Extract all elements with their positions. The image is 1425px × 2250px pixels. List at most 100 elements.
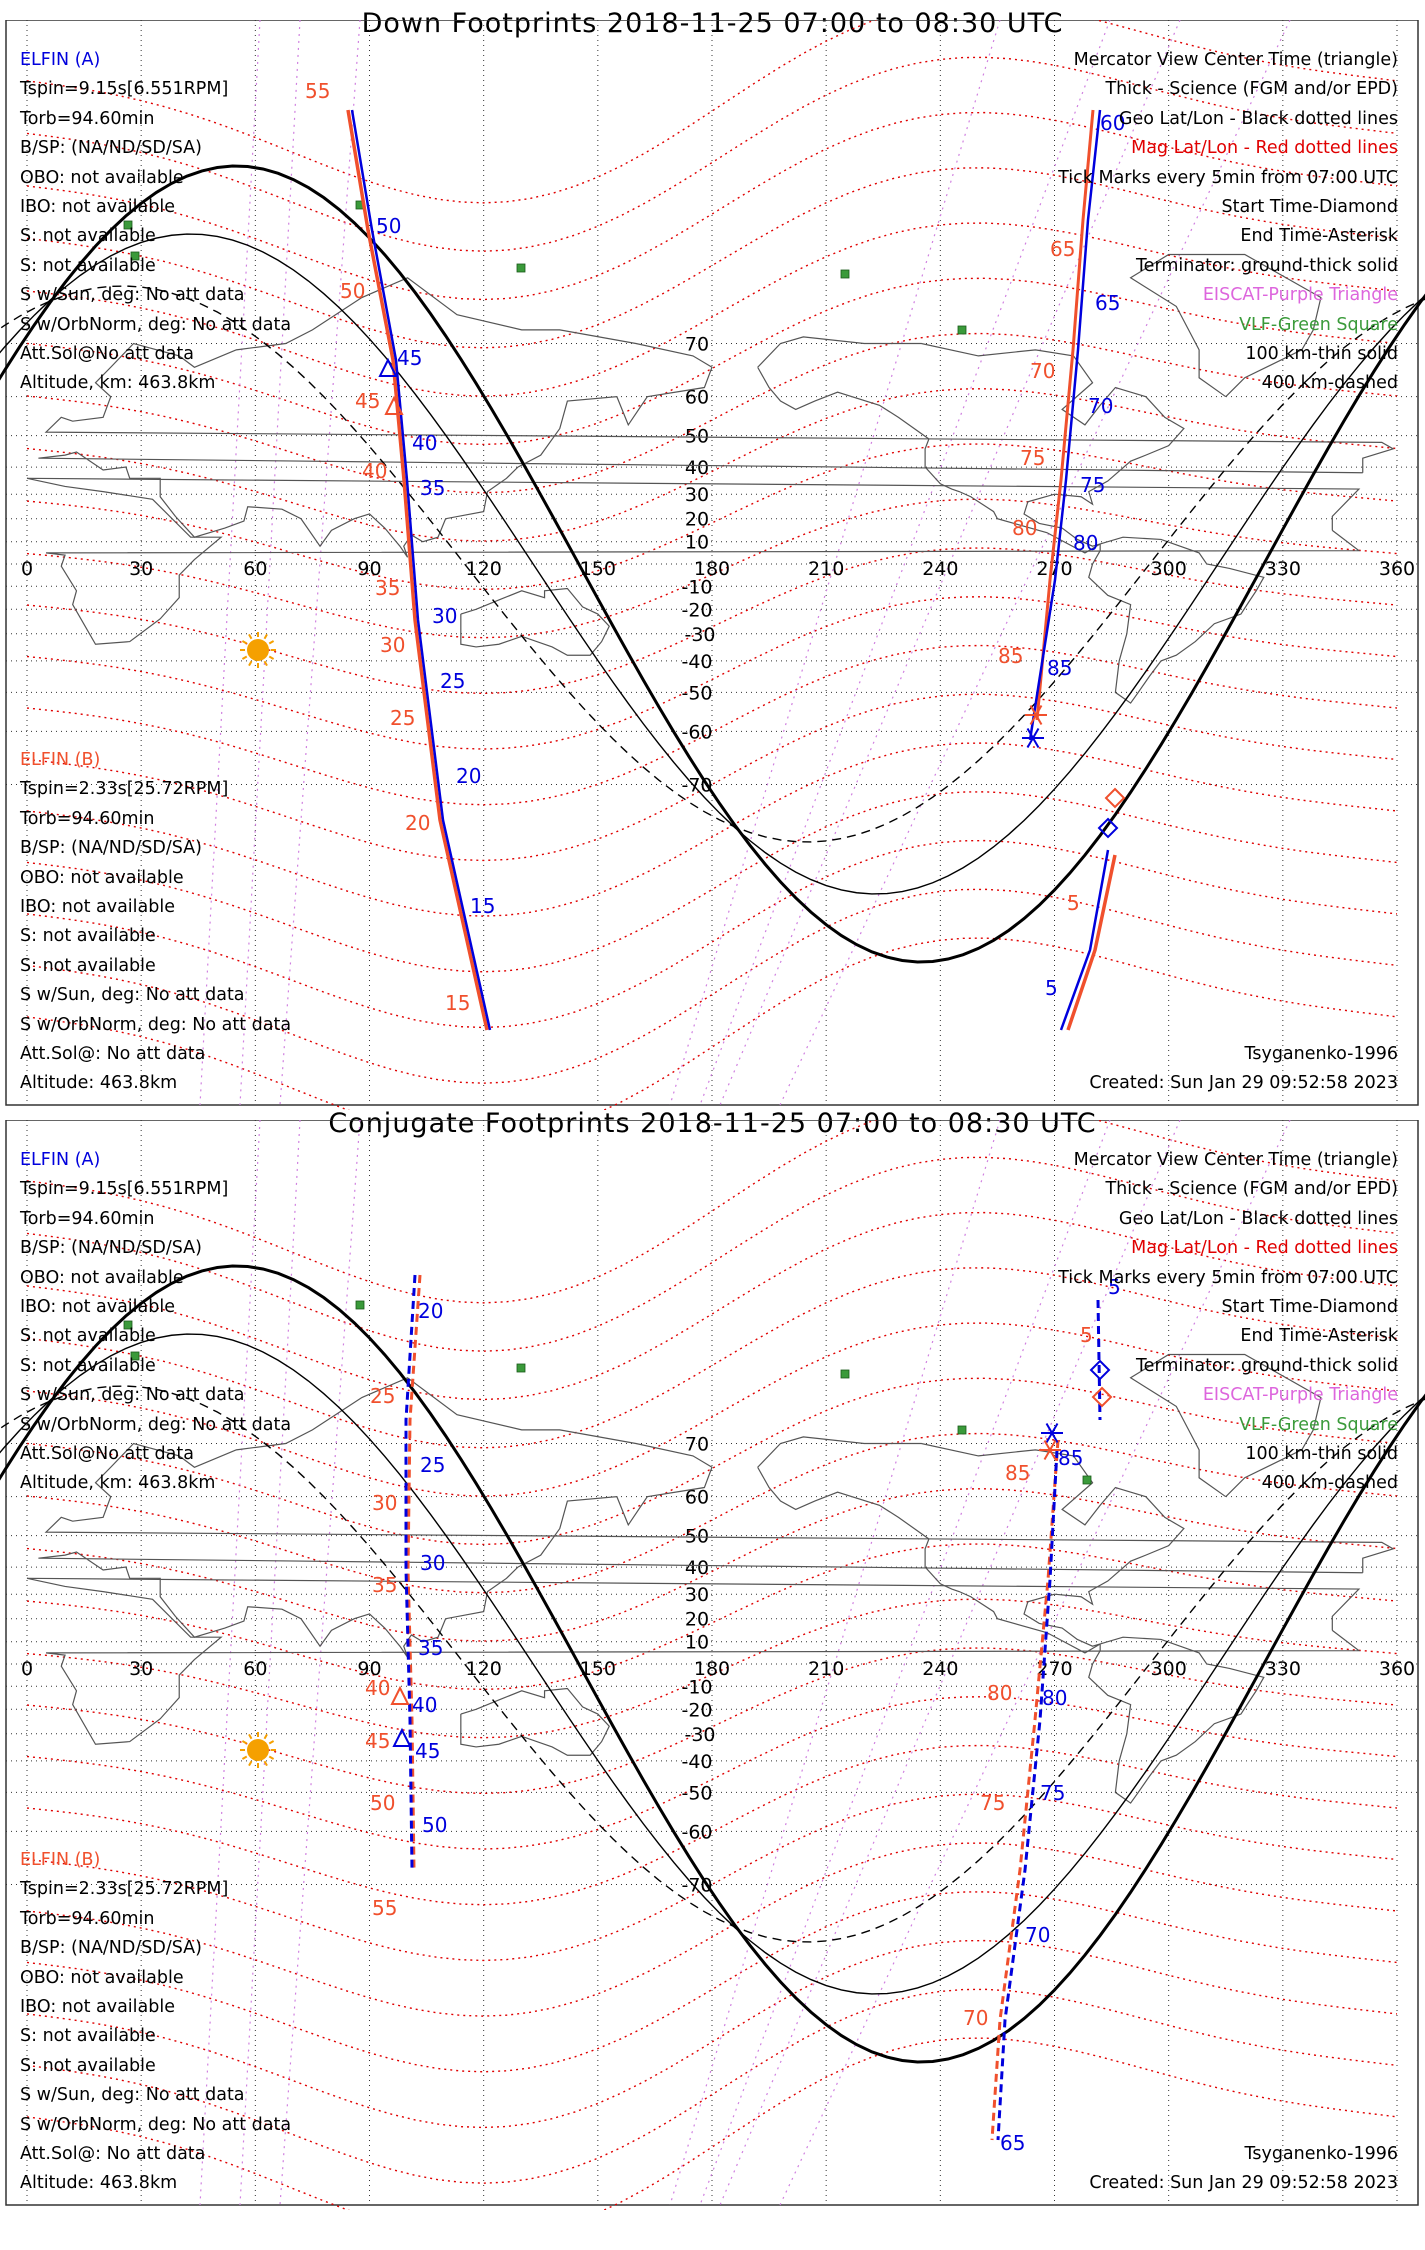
elfin-b-name: ELFIN (B) xyxy=(20,1850,101,1870)
mag-latitude-line xyxy=(26,1211,1398,1401)
elfin-a-tick-label: 50 xyxy=(376,214,401,238)
lon-label: 180 xyxy=(694,1658,730,1680)
info-line: OBO: not available xyxy=(20,167,184,188)
elfin-b-tick-label: 80 xyxy=(987,1681,1012,1705)
elfin-a-track xyxy=(404,1274,417,1871)
lat-label: 70 xyxy=(685,1434,709,1456)
elfin-b-tick-label: 55 xyxy=(372,1896,397,1920)
elfin-a-tick-label: 25 xyxy=(420,1453,445,1477)
info-line: Att.Sol@No att data xyxy=(20,343,194,364)
vlf-station-icon xyxy=(957,325,967,335)
elfin-a-tick-label: 20 xyxy=(456,764,481,788)
info-line: OBO: not available xyxy=(20,1267,184,1288)
mag-latitude-line xyxy=(26,1696,1398,1850)
info-line: Altitude: 463.8km xyxy=(20,1073,178,1094)
sun-ray xyxy=(248,633,253,640)
asterisk-stroke xyxy=(1026,727,1040,749)
lon-label: 90 xyxy=(357,1658,381,1680)
info-line: S w/OrbNorm, deg: No att data xyxy=(20,314,292,335)
footer: Tsyganenko-1996 Created: Sun Jan 29 09:5… xyxy=(1089,1040,1398,1099)
elfin-b-tick-label: 35 xyxy=(372,1573,397,1597)
elfin-a-tick-label: 45 xyxy=(415,1739,440,1763)
mag-latitude-line xyxy=(26,839,1398,1029)
start-time-diamond xyxy=(1097,817,1119,839)
elfin-b-tick-label: 85 xyxy=(998,644,1023,668)
map-border xyxy=(5,1120,1419,2206)
vlf-station-icon xyxy=(130,251,140,261)
sun-icon xyxy=(247,639,269,661)
elfin-a-tick-label: 65 xyxy=(1000,2131,1025,2155)
lat-label: -10 xyxy=(681,1676,712,1698)
mag-meridian xyxy=(699,1120,1111,2206)
legend-line: EISCAT-Purple Triangle xyxy=(1202,1385,1398,1406)
elfin-a-tick-label: 65 xyxy=(1095,291,1120,315)
lat-label: -40 xyxy=(681,651,712,673)
vlf-station-icon xyxy=(957,1425,967,1435)
coastline xyxy=(1129,1353,1322,1498)
info-line: S w/OrbNorm, deg: No att data xyxy=(20,2114,292,2135)
mag-latitude-line xyxy=(26,388,1398,542)
lon-label: 330 xyxy=(1265,1658,1301,1680)
elfin-a-tick-label: 80 xyxy=(1073,531,1098,555)
elfin-b-tick-label: 75 xyxy=(980,1791,1005,1815)
vlf-station-icon xyxy=(130,1351,140,1361)
info-line: S: not available xyxy=(20,2055,156,2076)
elfin-b-tick-label: 15 xyxy=(445,991,470,1015)
footer: Tsyganenko-1996 Created: Sun Jan 29 09:5… xyxy=(1089,2140,1398,2199)
info-line: S: not available xyxy=(20,2026,156,2047)
lon-label: 30 xyxy=(129,558,153,580)
sun-ray xyxy=(268,655,275,660)
elfin-a-tick-label: 15 xyxy=(470,894,495,918)
elfin-a-info: ELFIN (A) Tspin=9.15s[6.551RPM] Torb=94.… xyxy=(20,46,291,399)
lon-label: 60 xyxy=(243,1658,267,1680)
legend-line: Mag Lat/Lon - Red dotted lines xyxy=(1131,1238,1398,1259)
view-center-triangle xyxy=(378,357,398,377)
elfin-a-tick-label: 45 xyxy=(397,346,422,370)
info-line: Att.Sol@No att data xyxy=(20,1443,194,1464)
elfin-b-tick-label: 5 xyxy=(1067,891,1080,915)
lon-label: 270 xyxy=(1036,558,1072,580)
lat-label: -60 xyxy=(681,1821,712,1843)
legend-line: Mag Lat/Lon - Red dotted lines xyxy=(1131,138,1398,159)
sun-ray xyxy=(263,1733,268,1740)
lat-label: -30 xyxy=(684,624,715,646)
coastline xyxy=(1088,1636,1265,1804)
lon-label: 180 xyxy=(694,558,730,580)
terminator-ground xyxy=(0,1264,1425,2064)
lon-label: 360 xyxy=(1379,1658,1415,1680)
elfin-b-tick-label: 5 xyxy=(1080,1323,1093,1347)
info-line: Tspin=9.15s[6.551RPM] xyxy=(20,79,229,100)
coastline xyxy=(460,1687,610,1756)
elfin-a-tick-label: 30 xyxy=(432,604,457,628)
sun-ray xyxy=(263,1760,268,1767)
elfin-b-tick-label: 50 xyxy=(340,279,365,303)
elfin-a-tick-label: 70 xyxy=(1025,1923,1050,1947)
elfin-a-tick-label: 70 xyxy=(1088,394,1113,418)
info-line: S: not available xyxy=(20,1326,156,1347)
lat-label: -30 xyxy=(684,1724,715,1746)
legend-line: Mercator View Center Time (triangle) xyxy=(1073,1150,1398,1170)
legend-line: Start Time-Diamond xyxy=(1221,1296,1398,1317)
lat-label: 20 xyxy=(685,1609,709,1631)
mag-latitude-line xyxy=(26,937,1398,1110)
info-line: OBO: not available xyxy=(20,1967,184,1988)
elfin-a-track xyxy=(996,1449,1059,2141)
mag-latitude-line xyxy=(26,1891,1398,2073)
end-time-asterisk xyxy=(1022,727,1044,749)
info-line: IBO: not available xyxy=(20,896,175,917)
info-line: S w/OrbNorm, deg: No att data xyxy=(20,1014,292,1035)
lon-label: 360 xyxy=(1379,558,1415,580)
legend-line: End Time-Asterisk xyxy=(1240,226,1398,247)
legend-line: Tick Marks every 5min from 07:00 UTC xyxy=(1058,167,1398,188)
info-line: Att.Sol@: No att data xyxy=(20,1043,206,1064)
info-line: B/SP: (NA/ND/SD/SA) xyxy=(20,1238,202,1259)
sun-ray xyxy=(241,1755,248,1760)
sun-ray xyxy=(268,1740,275,1745)
lon-label: 240 xyxy=(922,1658,958,1680)
legend-line: Start Time-Diamond xyxy=(1221,196,1398,217)
map-border xyxy=(5,20,1419,1106)
lon-label: 60 xyxy=(243,558,267,580)
info-line: Altitude, km: 463.8km xyxy=(20,373,216,394)
lon-label: 90 xyxy=(357,558,381,580)
elfin-b-tick-label: 80 xyxy=(1012,516,1037,540)
